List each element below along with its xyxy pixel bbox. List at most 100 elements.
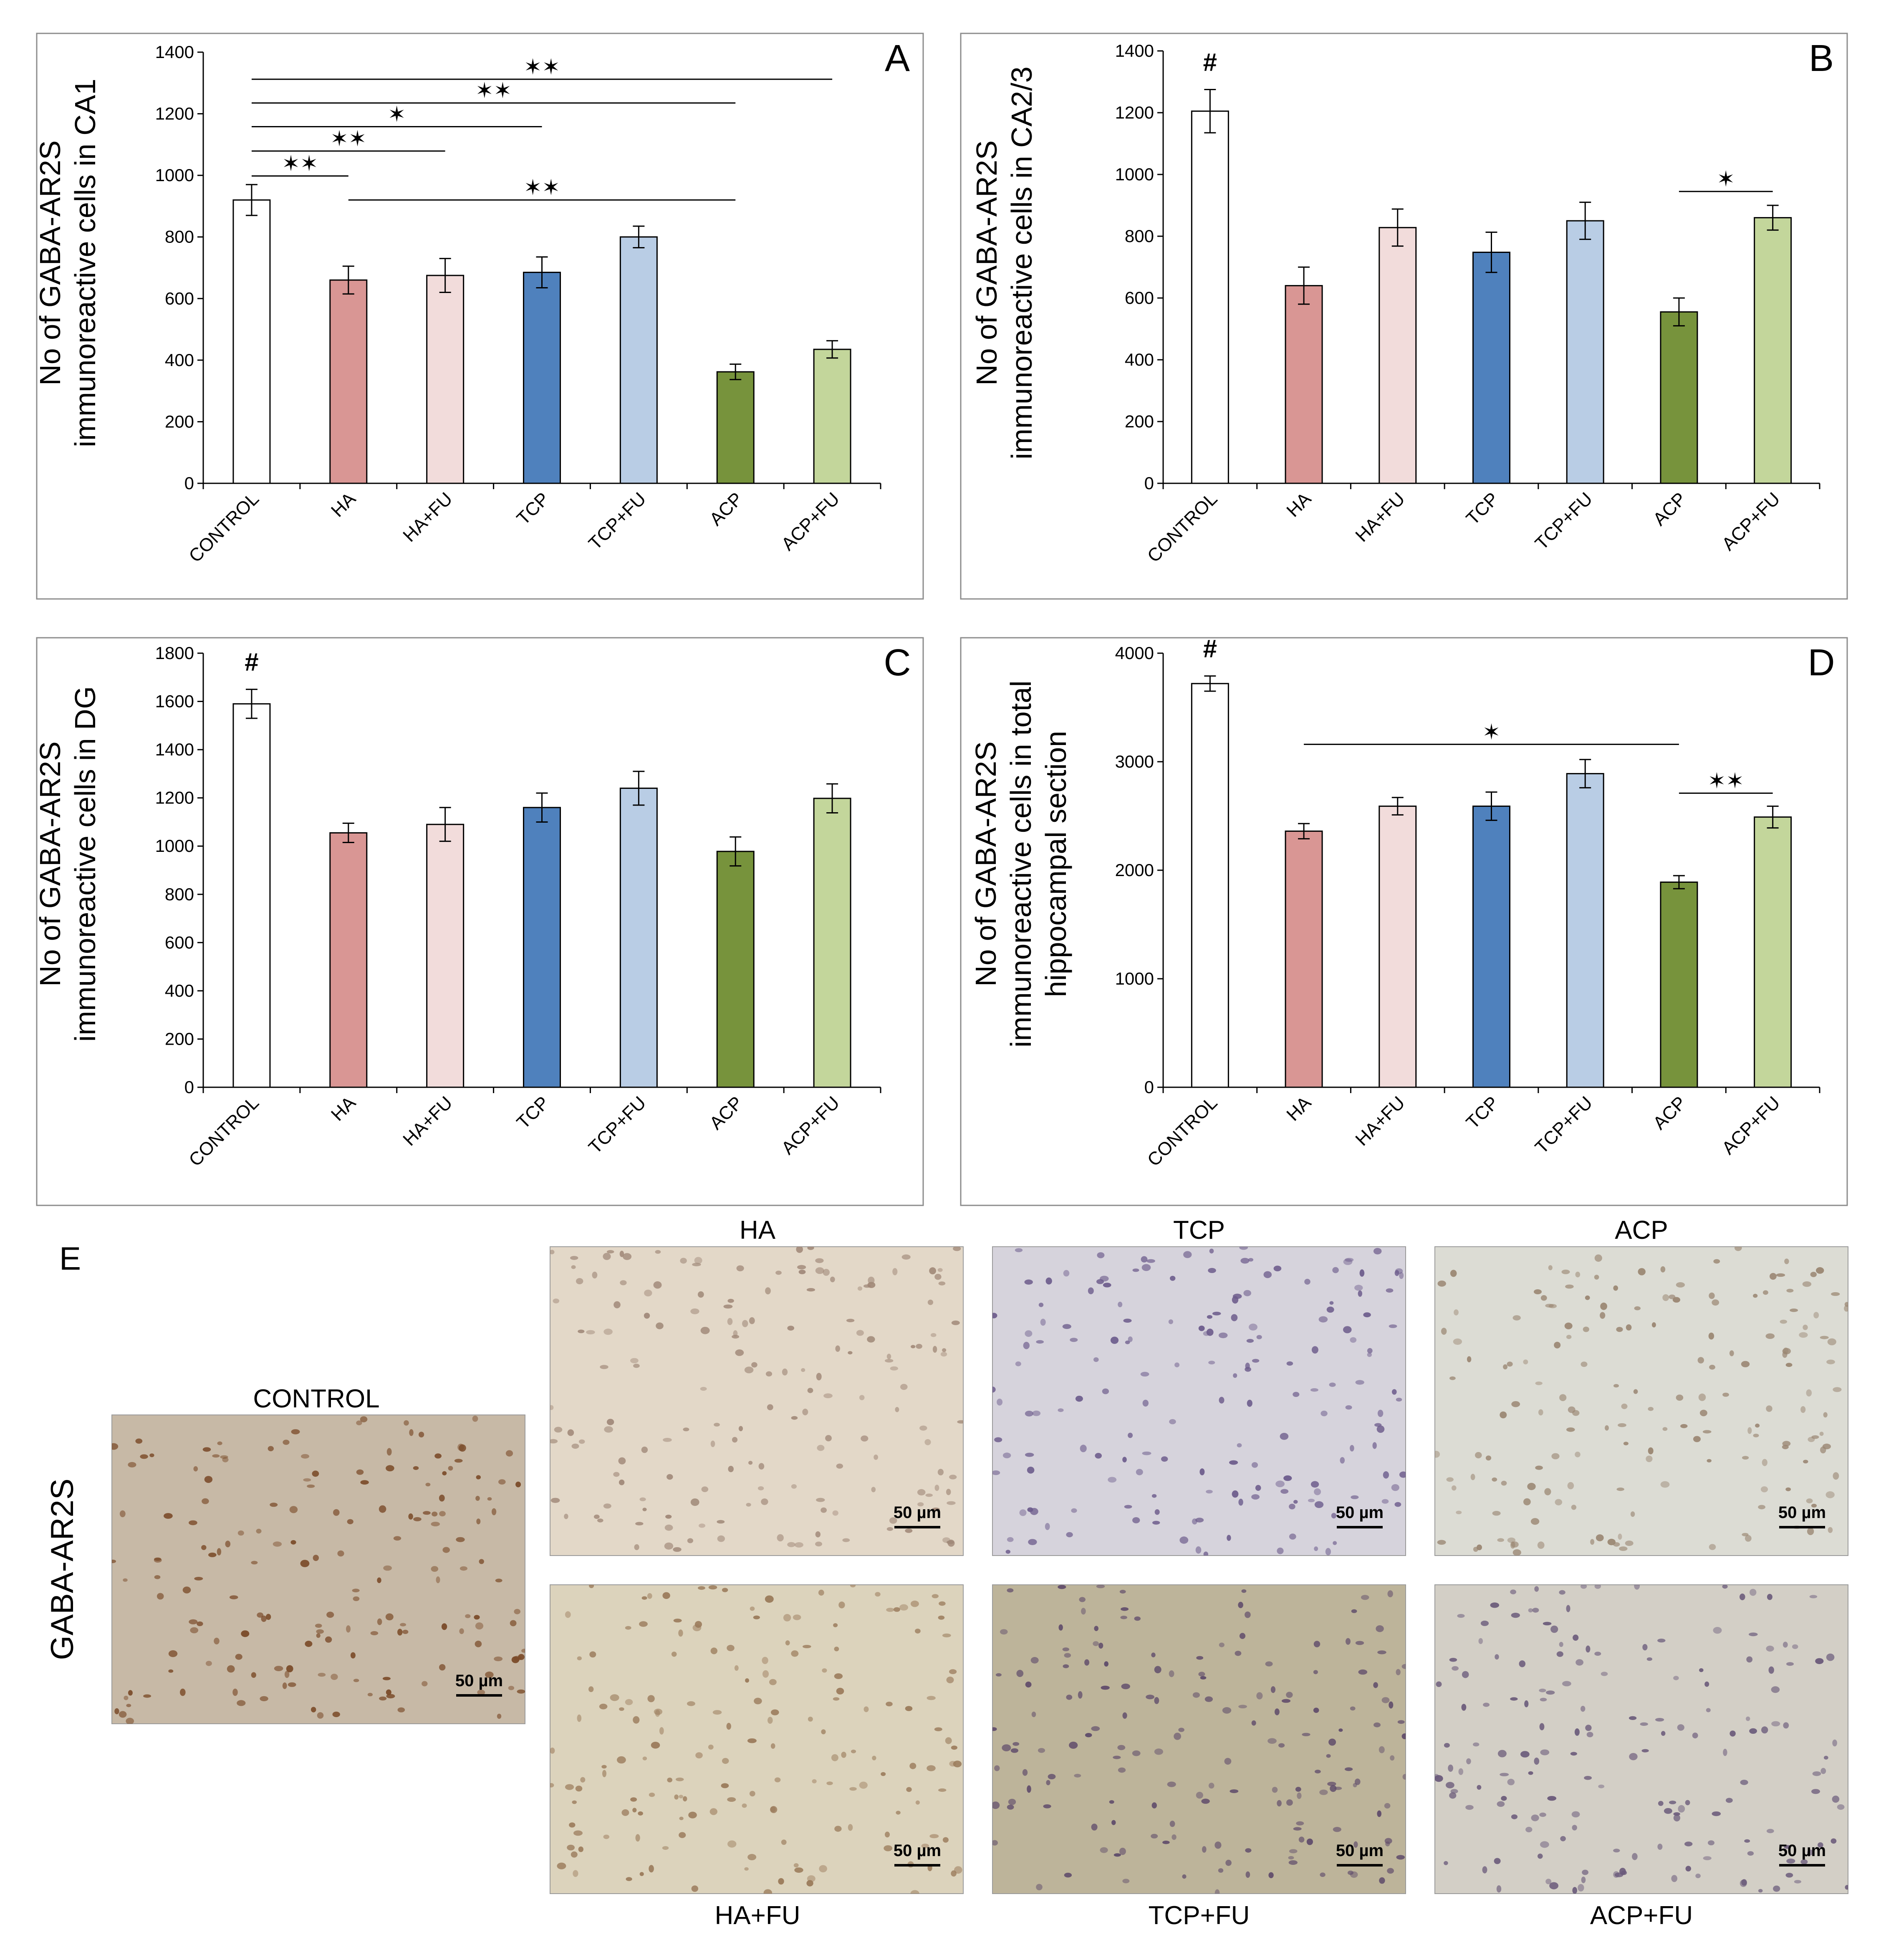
stained-cell bbox=[1465, 1805, 1474, 1810]
stained-cell bbox=[710, 1647, 718, 1654]
scale-bar-label: 50 µm bbox=[455, 1672, 503, 1690]
stained-cell bbox=[1101, 1685, 1110, 1690]
stained-cell bbox=[1708, 1840, 1714, 1846]
stained-cell bbox=[1773, 1885, 1780, 1892]
stained-cell bbox=[1809, 1595, 1818, 1599]
stained-cell bbox=[846, 1318, 855, 1322]
stained-cell bbox=[664, 1524, 673, 1531]
stained-cell bbox=[1555, 1499, 1563, 1505]
stained-cell bbox=[639, 1872, 644, 1876]
stained-cell bbox=[1578, 1884, 1584, 1892]
stained-cell bbox=[746, 1503, 751, 1507]
stained-cell bbox=[214, 1637, 220, 1644]
micrograph-title: HA bbox=[740, 1216, 776, 1245]
stained-cell bbox=[1747, 1427, 1752, 1434]
stained-cell bbox=[1182, 1874, 1187, 1879]
stained-cell bbox=[576, 1278, 583, 1285]
stained-cell bbox=[1275, 1480, 1285, 1488]
stained-cell bbox=[1255, 1485, 1261, 1491]
stained-cell bbox=[1256, 1692, 1263, 1700]
stained-cell bbox=[726, 1723, 731, 1730]
stained-cell bbox=[307, 1484, 315, 1488]
stained-cell bbox=[1559, 1642, 1563, 1647]
stained-cell bbox=[1347, 1870, 1354, 1875]
stained-cell bbox=[1651, 1322, 1656, 1328]
stained-cell bbox=[1477, 1785, 1482, 1790]
stained-cell bbox=[439, 1664, 446, 1671]
stained-cell bbox=[938, 1788, 947, 1792]
stained-cell bbox=[892, 1268, 898, 1276]
stained-cell bbox=[886, 1608, 894, 1612]
stained-cell bbox=[1002, 1744, 1011, 1751]
stained-cell bbox=[1693, 1436, 1701, 1442]
stained-cell bbox=[992, 1387, 996, 1393]
stained-cell bbox=[377, 1618, 382, 1625]
stained-cell bbox=[1111, 1820, 1116, 1825]
stained-cell bbox=[273, 1541, 282, 1547]
stained-cell bbox=[1780, 1319, 1787, 1324]
stained-cell bbox=[476, 1518, 481, 1525]
stained-cell bbox=[1203, 1331, 1210, 1336]
stained-cell bbox=[1355, 1641, 1364, 1645]
stained-cell bbox=[261, 1615, 267, 1622]
stained-cell bbox=[1581, 1585, 1587, 1589]
stained-cell bbox=[732, 1437, 738, 1443]
stained-cell bbox=[1372, 1442, 1377, 1449]
bar-ha bbox=[329, 279, 368, 484]
stained-cell bbox=[1332, 1267, 1339, 1273]
stained-cell bbox=[1327, 1781, 1336, 1786]
stained-cell bbox=[1566, 1335, 1572, 1339]
stained-cell bbox=[1152, 1521, 1160, 1525]
stained-cell bbox=[1091, 1726, 1100, 1731]
stained-cell bbox=[448, 1466, 453, 1471]
y-axis-title: No of GABA-AR2S bbox=[970, 140, 1003, 385]
stained-cell bbox=[149, 1453, 154, 1457]
stained-cell bbox=[1523, 1359, 1528, 1365]
micrograph-background bbox=[992, 1246, 1406, 1556]
stained-cell bbox=[794, 1542, 803, 1548]
stained-cell bbox=[459, 1628, 464, 1634]
stained-cell bbox=[1646, 1455, 1653, 1462]
stained-cell bbox=[419, 1432, 424, 1438]
stained-cell bbox=[1685, 1800, 1690, 1806]
stained-cell bbox=[717, 1535, 725, 1542]
stained-cell bbox=[1241, 1589, 1247, 1593]
stained-cell bbox=[1532, 1608, 1539, 1613]
stained-cell bbox=[1520, 1751, 1530, 1758]
stained-cell bbox=[692, 1263, 701, 1266]
stained-cell bbox=[687, 1701, 695, 1706]
stained-cell bbox=[1329, 1382, 1336, 1387]
stained-cell bbox=[1109, 1800, 1114, 1804]
stained-cell bbox=[651, 1742, 660, 1749]
stained-cell bbox=[642, 1756, 647, 1760]
stained-cell bbox=[1444, 1743, 1450, 1748]
stained-cell bbox=[787, 1542, 795, 1547]
stained-cell bbox=[690, 1498, 699, 1506]
stained-cell bbox=[727, 1840, 737, 1848]
stained-cell bbox=[1204, 1696, 1213, 1702]
stained-cell bbox=[1747, 1851, 1754, 1856]
stained-cell bbox=[256, 1528, 262, 1534]
stained-cell bbox=[836, 1463, 843, 1469]
stained-cell bbox=[949, 1669, 957, 1675]
stained-cell bbox=[910, 1890, 919, 1894]
stained-cell bbox=[472, 1415, 478, 1422]
stained-cell bbox=[1196, 1656, 1204, 1660]
stained-cell bbox=[1162, 1841, 1170, 1844]
stained-cell bbox=[577, 1656, 582, 1660]
stained-cell bbox=[929, 1834, 939, 1839]
stained-cell bbox=[1075, 1396, 1083, 1402]
stained-cell bbox=[822, 1668, 827, 1673]
stained-cell bbox=[1195, 1518, 1204, 1523]
stained-cell bbox=[919, 1425, 927, 1431]
stained-cell bbox=[1396, 1669, 1401, 1675]
stained-cell bbox=[900, 1384, 908, 1390]
stained-cell bbox=[606, 1250, 614, 1254]
scale-bar-label: 50 µm bbox=[1336, 1503, 1384, 1522]
stained-cell bbox=[1512, 1549, 1521, 1556]
stained-cell bbox=[1546, 1690, 1555, 1695]
stained-cell bbox=[578, 1439, 585, 1444]
stained-cell bbox=[1744, 1839, 1750, 1843]
stained-cell bbox=[1154, 1666, 1161, 1674]
